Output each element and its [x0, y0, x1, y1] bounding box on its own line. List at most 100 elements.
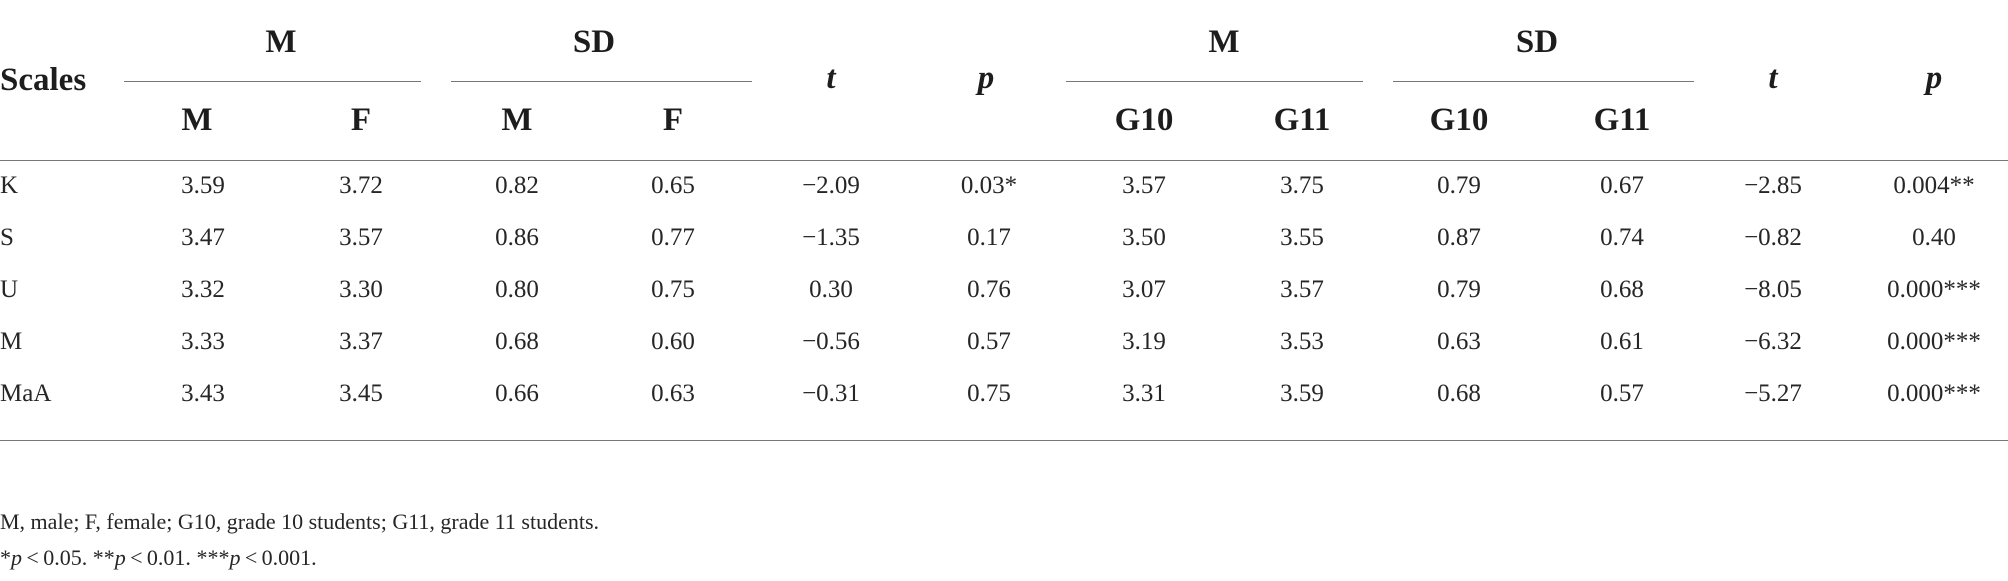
scales-header: Scales: [0, 62, 87, 98]
cell-sd-g11: 0.61: [1600, 328, 1644, 355]
cell-t-sex: −0.56: [802, 328, 860, 355]
sig-1-rest: < 0.05.: [22, 545, 88, 570]
group-rule-sd-sex: [451, 81, 752, 82]
subheader-mean-male: M: [181, 102, 213, 138]
cell-mean-g10: 3.57: [1122, 172, 1166, 199]
cell-sd-g11: 0.57: [1600, 380, 1644, 407]
cell-mean-g10: 3.19: [1122, 328, 1166, 355]
subheader-sd-g10: G10: [1429, 102, 1489, 138]
cell-sd-g10: 0.79: [1437, 172, 1481, 199]
cell-t-sex: 0.30: [809, 276, 853, 303]
sig-3-p: p: [229, 545, 241, 570]
sig-3-mark: ***: [196, 545, 230, 570]
cell-mean-male: 3.43: [181, 380, 225, 407]
table-bottom-rule: [0, 440, 2008, 441]
cell-mean-male: 3.47: [181, 224, 225, 251]
row-label-scale: S: [0, 224, 14, 251]
cell-mean-female: 3.57: [339, 224, 383, 251]
cell-mean-male: 3.32: [181, 276, 225, 303]
abbreviation-note: M, male; F, female; G10, grade 10 studen…: [0, 509, 600, 534]
cell-p-sex: 0.17: [967, 224, 1011, 251]
subheader-sd-female: F: [662, 102, 684, 138]
cell-t-grade: −2.85: [1744, 172, 1802, 199]
cell-t-sex: −0.31: [802, 380, 860, 407]
significance-note: *p < 0.05. **p < 0.01. ***p < 0.001.: [0, 547, 317, 569]
cell-sd-g11: 0.74: [1600, 224, 1644, 251]
cell-sd-male: 0.68: [495, 328, 539, 355]
group-header-mean-grade: M: [1208, 24, 1240, 60]
cell-sd-g10: 0.87: [1437, 224, 1481, 251]
cell-t-grade: −5.27: [1744, 380, 1802, 407]
row-label-scale: U: [0, 276, 19, 303]
cell-sd-female: 0.77: [651, 224, 695, 251]
cell-sd-female: 0.63: [651, 380, 695, 407]
cell-p-grade: 0.000***: [1887, 380, 1981, 407]
sig-3-rest: < 0.001.: [240, 545, 317, 570]
group-rule-mean-grade: [1066, 81, 1363, 82]
cell-mean-female: 3.45: [339, 380, 383, 407]
cell-sd-g10: 0.63: [1437, 328, 1481, 355]
cell-t-sex: −2.09: [802, 172, 860, 199]
cell-t-grade: −0.82: [1744, 224, 1802, 251]
sig-1-mark: *: [0, 545, 11, 570]
sig-2-p: p: [114, 545, 126, 570]
cell-p-grade: 0.40: [1912, 224, 1956, 251]
cell-mean-g11: 3.75: [1280, 172, 1324, 199]
cell-p-sex: 0.75: [967, 380, 1011, 407]
subheader-mean-female: F: [350, 102, 372, 138]
cell-sd-female: 0.65: [651, 172, 695, 199]
cell-sd-g11: 0.67: [1600, 172, 1644, 199]
cell-sd-male: 0.82: [495, 172, 539, 199]
row-label-scale: M: [0, 328, 23, 355]
group-rule-sd-grade: [1393, 81, 1694, 82]
row-label-scale: MaA: [0, 380, 52, 407]
subheader-sd-g11: G11: [1593, 102, 1651, 138]
t-header-grade: t: [1768, 60, 1778, 96]
cell-sd-g10: 0.68: [1437, 380, 1481, 407]
cell-t-grade: −8.05: [1744, 276, 1802, 303]
cell-mean-female: 3.37: [339, 328, 383, 355]
subheader-sd-male: M: [501, 102, 533, 138]
cell-p-grade: 0.000***: [1887, 328, 1981, 355]
t-header-sex: t: [826, 60, 836, 96]
cell-mean-g11: 3.59: [1280, 380, 1324, 407]
p-header-grade: p: [1925, 60, 1943, 96]
cell-mean-g10: 3.07: [1122, 276, 1166, 303]
group-header-mean-sex: M: [265, 24, 297, 60]
sig-1-p: p: [11, 545, 22, 570]
cell-p-sex: 0.03*: [960, 172, 1018, 199]
group-header-sd-grade: SD: [1515, 24, 1559, 60]
cell-sd-male: 0.80: [495, 276, 539, 303]
cell-p-sex: 0.76: [967, 276, 1011, 303]
cell-mean-g10: 3.50: [1122, 224, 1166, 251]
cell-sd-g10: 0.79: [1437, 276, 1481, 303]
cell-mean-male: 3.33: [181, 328, 225, 355]
cell-t-grade: −6.32: [1744, 328, 1802, 355]
cell-p-sex: 0.57: [967, 328, 1011, 355]
cell-p-grade: 0.004**: [1893, 172, 1975, 199]
group-header-sd-sex: SD: [572, 24, 616, 60]
group-rule-mean-sex: [124, 81, 421, 82]
cell-p-grade: 0.000***: [1887, 276, 1981, 303]
cell-sd-male: 0.86: [495, 224, 539, 251]
cell-sd-female: 0.75: [651, 276, 695, 303]
cell-mean-g11: 3.55: [1280, 224, 1324, 251]
cell-mean-female: 3.30: [339, 276, 383, 303]
cell-mean-male: 3.59: [181, 172, 225, 199]
sig-2-mark: **: [92, 545, 115, 570]
row-label-scale: K: [0, 172, 19, 199]
cell-sd-male: 0.66: [495, 380, 539, 407]
cell-mean-female: 3.72: [339, 172, 383, 199]
subheader-mean-g10: G10: [1114, 102, 1174, 138]
cell-mean-g10: 3.31: [1122, 380, 1166, 407]
cell-mean-g11: 3.53: [1280, 328, 1324, 355]
header-rule: [0, 160, 2008, 161]
cell-sd-g11: 0.68: [1600, 276, 1644, 303]
p-header-sex: p: [977, 60, 995, 96]
sig-2-rest: < 0.01.: [125, 545, 191, 570]
cell-sd-female: 0.60: [651, 328, 695, 355]
subheader-mean-g11: G11: [1273, 102, 1331, 138]
cell-mean-g11: 3.57: [1280, 276, 1324, 303]
cell-t-sex: −1.35: [802, 224, 860, 251]
